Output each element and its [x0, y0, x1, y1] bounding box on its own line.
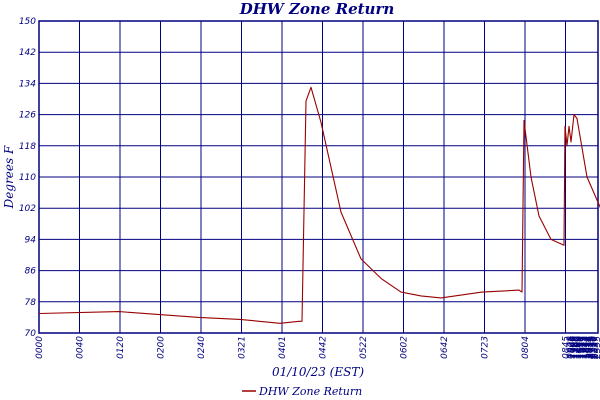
x-tick-label: 1611	[578, 336, 588, 359]
y-tick-label: 78	[25, 298, 37, 308]
x-tick-label: 2055	[586, 336, 596, 359]
x-tick-label: 1651	[579, 336, 589, 359]
x-tick-label: 0804	[521, 336, 531, 359]
x-tick-label: 1933	[584, 336, 594, 359]
x-tick-label: 0401	[278, 336, 288, 359]
x-tick-label: 1530	[577, 336, 587, 359]
x-tick-label: 0120	[116, 336, 126, 359]
x-tick-label: 0442	[319, 336, 329, 359]
x-tick-label: 1732	[580, 336, 590, 359]
y-tick-label: 102	[19, 204, 36, 214]
x-tick-label: 1812	[581, 336, 591, 359]
x-tick-label: 0240	[197, 336, 207, 359]
x-tick-label: 0000	[35, 336, 45, 359]
y-tick-label: 94	[25, 235, 37, 245]
x-axis-label: 01/10/23 (EST)	[272, 365, 364, 379]
y-tick-label: 142	[19, 48, 36, 58]
x-tick-label: 2355	[593, 336, 600, 359]
legend-label: DHW Zone Return	[258, 385, 362, 398]
x-tick-label: 1006	[567, 336, 577, 359]
x-tick-label: 0321	[238, 336, 248, 359]
x-tick-label: 1248	[572, 336, 582, 359]
plot-frame	[38, 20, 599, 334]
x-tick-label: 2256	[590, 336, 600, 359]
x-tick-label: 1127	[569, 336, 579, 359]
y-tick-label: 70	[25, 329, 37, 339]
x-tick-label: 0522	[359, 336, 369, 359]
x-tick-label: 1208	[571, 336, 581, 359]
y-tick-label: 118	[19, 142, 36, 152]
series-line-dhw-zone-return	[38, 86, 600, 324]
y-tick-label: 126	[19, 111, 36, 121]
x-tick-label: 1450	[575, 336, 585, 359]
y-tick-labels: 70 78 86 94 102 110 118 126 134 142 150	[19, 17, 36, 339]
chart-title: DHW Zone Return	[239, 0, 395, 18]
x-tick-label: 2337	[591, 336, 600, 359]
x-tick-label: 0040	[76, 336, 86, 359]
x-tick-label: 1046	[568, 336, 578, 359]
x-tick-label: 1853	[583, 336, 593, 359]
x-tick-label: 0723	[481, 336, 491, 359]
x-tick-label: 2135	[587, 336, 597, 359]
y-tick-label: 86	[25, 267, 37, 277]
x-tick-label: 0845	[562, 336, 572, 359]
x-tick-label: 2216	[589, 336, 599, 359]
y-tick-label: 134	[19, 79, 36, 89]
y-tick-label: 150	[19, 17, 36, 27]
y-axis-label: Degrees F	[2, 145, 16, 209]
x-tick-label: 0642	[440, 336, 450, 359]
x-tick-label: 0602	[400, 336, 410, 359]
x-tick-label: 0925	[566, 336, 576, 359]
x-tick-label: 1409	[574, 336, 584, 359]
grid-lines	[38, 20, 598, 334]
x-tick-label: 2014	[585, 336, 595, 359]
x-tick-labels: 0000 0040 0120 0200 0240 0321 0401 0442 0522 0602…	[35, 336, 600, 359]
x-tick-label: 1329	[573, 336, 583, 359]
y-tick-label: 110	[19, 173, 36, 183]
x-tick-label: 0200	[157, 336, 167, 359]
